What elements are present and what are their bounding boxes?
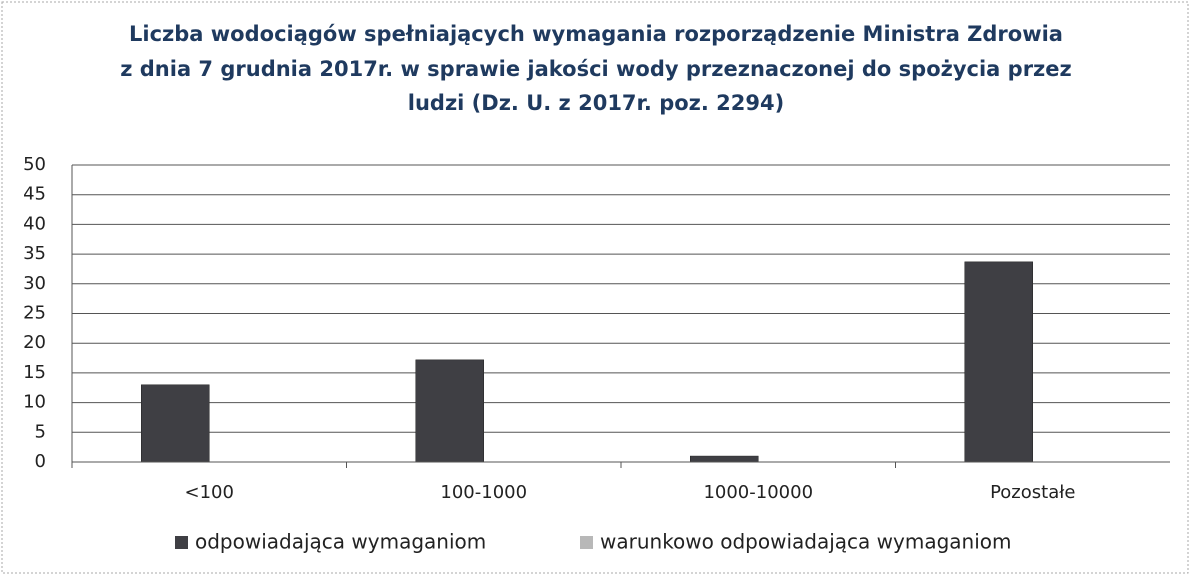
y-tick-label: 20 [23,332,46,353]
x-tick-label: 1000-10000 [703,482,813,503]
bar [141,384,210,463]
x-tick-label: 100-1000 [440,482,527,503]
y-tick-label: 10 [23,392,46,413]
chart-title: z dnia 7 grudnia 2017r. w sprawie jakośc… [120,57,1072,81]
legend-swatch [175,536,188,549]
legend-label: odpowiadająca wymaganiom [195,530,486,554]
chart-title: Liczba wodociągów spełniających wymagani… [129,22,1063,46]
x-tick-label: Pozostałe [990,482,1075,503]
bar [415,359,484,463]
chart-title: ludzi (Dz. U. z 2017r. poz. 2294) [408,91,784,115]
y-tick-label: 25 [23,303,46,324]
bar [964,261,1033,463]
y-tick-label: 0 [35,451,46,472]
legend-swatch [580,536,593,549]
y-tick-label: 50 [23,154,46,175]
y-tick-label: 40 [23,213,46,234]
legend-label: warunkowo odpowiadająca wymaganiom [600,530,1011,554]
bar [690,455,759,463]
y-tick-label: 45 [23,184,46,205]
y-tick-label: 5 [35,421,46,442]
y-tick-label: 35 [23,243,46,264]
y-tick-label: 30 [23,273,46,294]
x-tick-label: <100 [185,482,234,503]
y-tick-label: 15 [23,362,46,383]
